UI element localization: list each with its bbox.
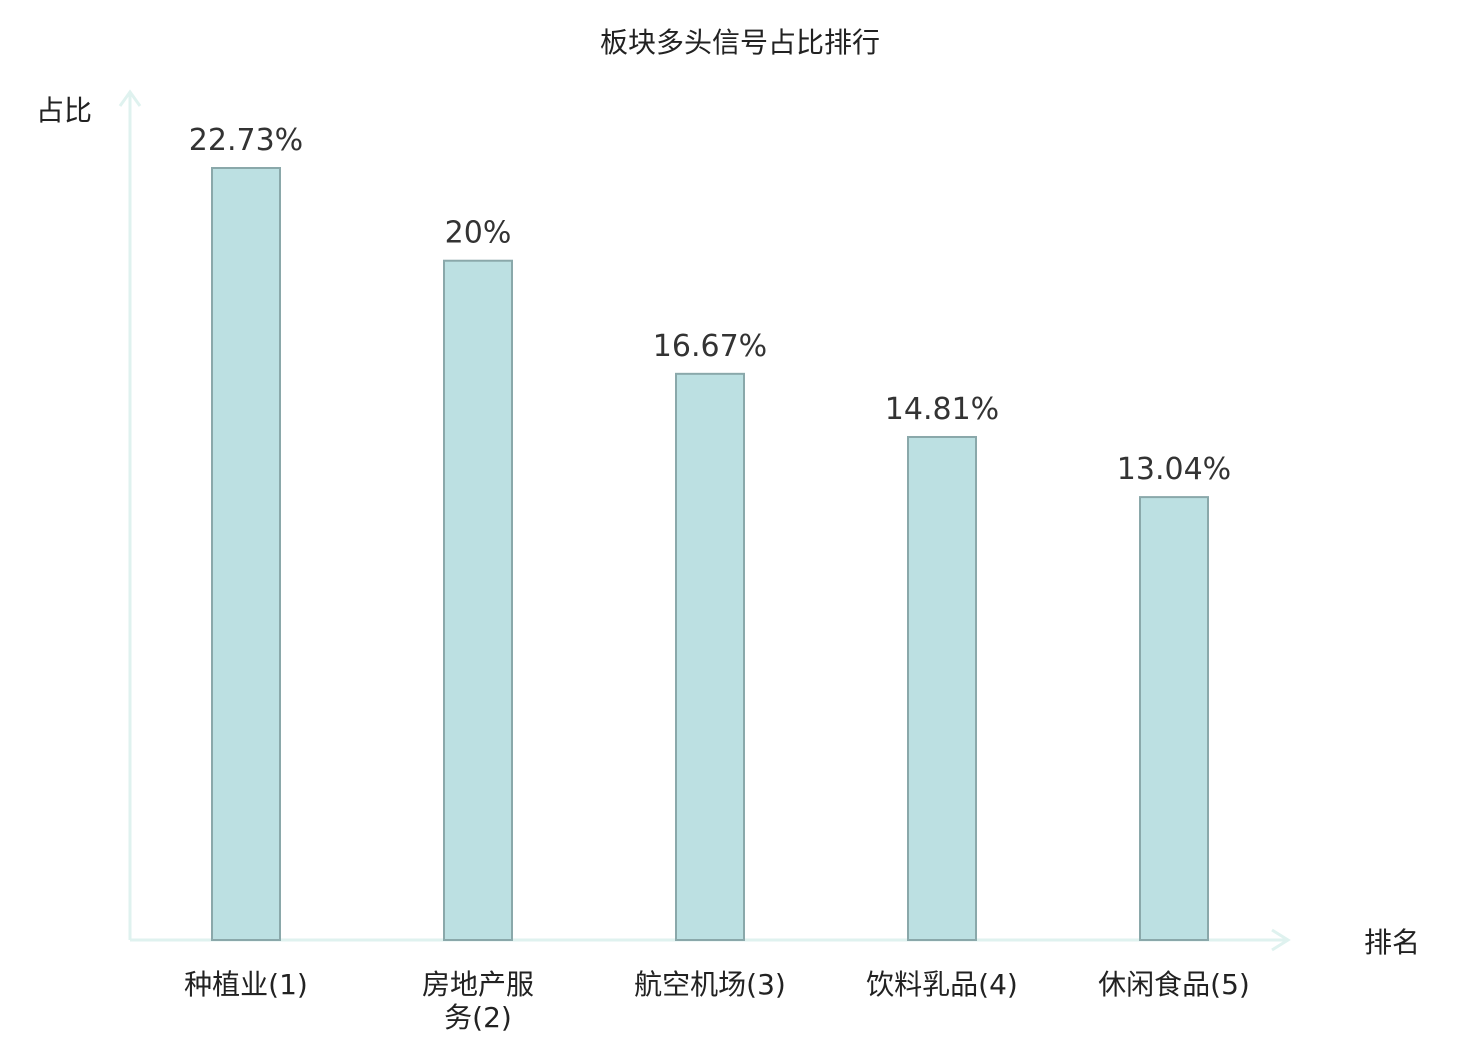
x-axis-arrow <box>1271 928 1291 952</box>
category-label: 务(2) <box>444 1001 512 1034</box>
bar <box>211 167 281 941</box>
x-axis: 排名 <box>130 926 1420 959</box>
chart-title: 板块多头信号占比排行 <box>600 26 880 59</box>
y-axis-arrow <box>118 89 142 107</box>
value-labels: 22.73% 20% 16.67% 14.81% 13.04% <box>189 123 1231 487</box>
y-axis: 占比 <box>36 89 142 940</box>
bar <box>907 435 977 941</box>
category-label: 航空机场(3) <box>634 968 786 1001</box>
category-label: 房地产服 <box>422 968 534 1001</box>
bars <box>211 167 1209 942</box>
y-axis-label: 占比 <box>36 94 92 127</box>
value-label: 22.73% <box>189 123 303 158</box>
bar <box>443 259 513 942</box>
value-label: 20% <box>445 216 512 251</box>
value-label: 13.04% <box>1117 452 1231 487</box>
category-label: 休闲食品(5) <box>1098 968 1250 1001</box>
category-label: 饮料乳品(4) <box>866 968 1018 1001</box>
bar <box>1139 496 1209 941</box>
value-label: 14.81% <box>885 392 999 427</box>
value-label: 16.67% <box>653 329 767 364</box>
category-label: 种植业(1) <box>184 968 308 1001</box>
bar <box>675 372 745 941</box>
x-axis-label: 排名 <box>1364 926 1420 959</box>
